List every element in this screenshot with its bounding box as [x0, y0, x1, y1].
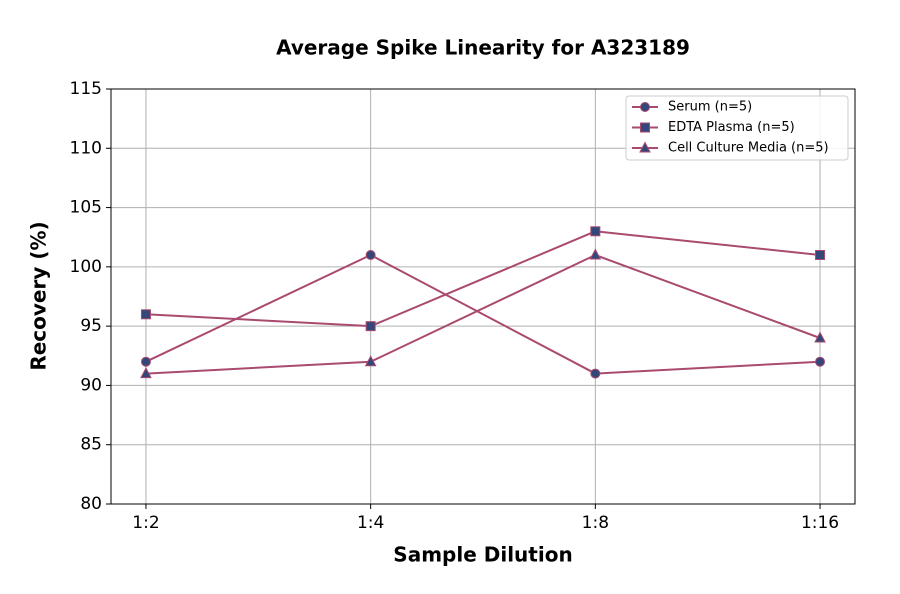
- marker: [590, 368, 601, 379]
- series-line: [145, 253, 821, 375]
- legend-box: [625, 95, 849, 161]
- marker: [364, 355, 377, 367]
- x-tick-label: 1:4: [357, 513, 384, 533]
- marker: [814, 331, 826, 343]
- marker: [815, 356, 826, 367]
- legend-label: EDTA Plasma (n=5): [668, 120, 795, 135]
- y-axis-label: Recovery (%): [27, 221, 51, 370]
- marker: [815, 250, 826, 260]
- marker: [140, 366, 152, 379]
- chart-title: Average Spike Linearity for A323189: [276, 36, 690, 60]
- plot-frame: [110, 88, 856, 505]
- y-tick-label: 100: [70, 257, 102, 277]
- y-tick-label: 95: [80, 316, 102, 336]
- marker: [639, 141, 651, 153]
- marker: [640, 122, 650, 133]
- marker: [589, 248, 602, 260]
- y-tick-label: 90: [80, 375, 102, 395]
- legend-label: Serum (n=5): [668, 100, 752, 115]
- y-tick-label: 85: [80, 435, 102, 455]
- marker: [140, 309, 151, 320]
- marker: [590, 226, 601, 237]
- y-tick-label: 115: [70, 79, 102, 99]
- y-tick-label: 80: [80, 494, 102, 514]
- series-line: [145, 253, 821, 375]
- marker: [640, 102, 650, 112]
- x-tick-label: 1:2: [132, 513, 159, 533]
- y-tick-label: 110: [70, 138, 102, 158]
- marker: [140, 356, 151, 367]
- marker: [365, 250, 376, 260]
- legend-label: Cell Culture Media (n=5): [668, 141, 829, 156]
- y-tick-label: 105: [70, 198, 102, 218]
- x-axis-label: Sample Dilution: [393, 543, 572, 567]
- marker: [365, 321, 376, 332]
- x-tick-label: 1:8: [582, 513, 609, 533]
- series-line: [145, 230, 821, 328]
- x-tick-label: 1:16: [801, 513, 839, 533]
